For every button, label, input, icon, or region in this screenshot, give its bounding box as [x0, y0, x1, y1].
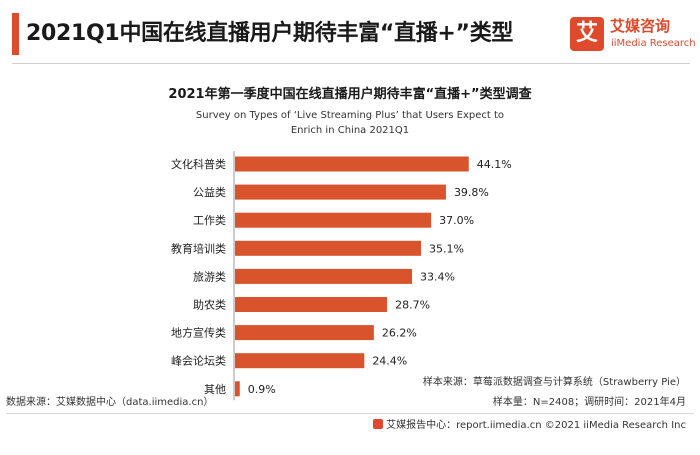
chart-subtitle: Survey on Types of ‘Live Streaming Plus’… — [0, 108, 700, 138]
logo-english-name: iiMedia Research — [611, 38, 696, 49]
value-label: 26.2% — [382, 327, 417, 340]
footer-credit-text: 艾媒报告中心：report.iimedia.cn ©2021 iiMedia R… — [386, 420, 686, 431]
value-label: 37.0% — [439, 214, 474, 227]
value-label: 39.8% — [454, 186, 489, 199]
value-label: 28.7% — [395, 299, 430, 312]
logo-chinese-name: 艾媒咨询 — [610, 17, 671, 35]
category-label: 助农类 — [193, 298, 226, 312]
bar — [235, 353, 365, 369]
sample-info: 样本量：N=2408；调研时间：2021年4月 — [492, 397, 686, 408]
category-label: 其他 — [204, 383, 226, 396]
bar — [235, 268, 413, 284]
footer-divider — [6, 413, 694, 414]
iimedia-logo: 艾 艾媒咨询 iiMedia Research — [570, 17, 696, 55]
chart-subtitle-line-2: Enrich in China 2021Q1 — [290, 125, 410, 136]
value-label: 24.4% — [372, 355, 407, 368]
page-title: 2021Q1中国在线直播用户期待丰富“直播+”类型 — [26, 21, 514, 46]
category-label: 旅游类 — [193, 269, 226, 283]
chart-subtitle-line-1: Survey on Types of ‘Live Streaming Plus’… — [195, 110, 505, 121]
category-label: 教育培训类 — [171, 241, 226, 255]
bar — [235, 325, 374, 341]
value-label: 44.1% — [477, 158, 512, 171]
bar — [235, 381, 240, 397]
data-source: 数据来源：艾媒数据中心（data.iimedia.cn） — [6, 397, 214, 408]
bar — [235, 240, 422, 256]
category-label: 公益类 — [193, 185, 226, 199]
bar — [235, 297, 388, 312]
bar — [235, 156, 469, 172]
sample-source: 样本来源：草莓派数据调查与计算系统（Strawberry Pie） — [422, 377, 686, 388]
header-divider — [12, 63, 690, 64]
value-label: 33.4% — [420, 270, 455, 283]
logo-mark-icon: 艾 — [570, 17, 604, 51]
category-label: 峰会论坛类 — [171, 354, 226, 368]
chart-title: 2021年第一季度中国在线直播用户期待丰富“直播+”类型调查 — [168, 87, 532, 102]
bar-chart: 文化科普类 44.1% 公益类 39.8% 工作类 37.0% 教育培训类 35.1% 旅游类 3… — [171, 151, 512, 401]
category-label: 工作类 — [193, 213, 226, 227]
bar — [235, 184, 446, 200]
category-label: 地方宣传类 — [171, 326, 226, 340]
bar — [235, 212, 432, 228]
footer-credit: 艾媒报告中心：report.iimedia.cn ©2021 iiMedia R… — [373, 419, 686, 433]
report-center-icon — [373, 419, 384, 429]
header-accent-bar — [12, 13, 19, 55]
category-label: 文化科普类 — [171, 157, 226, 171]
value-label: 35.1% — [429, 242, 464, 255]
value-label: 0.9% — [248, 383, 276, 396]
